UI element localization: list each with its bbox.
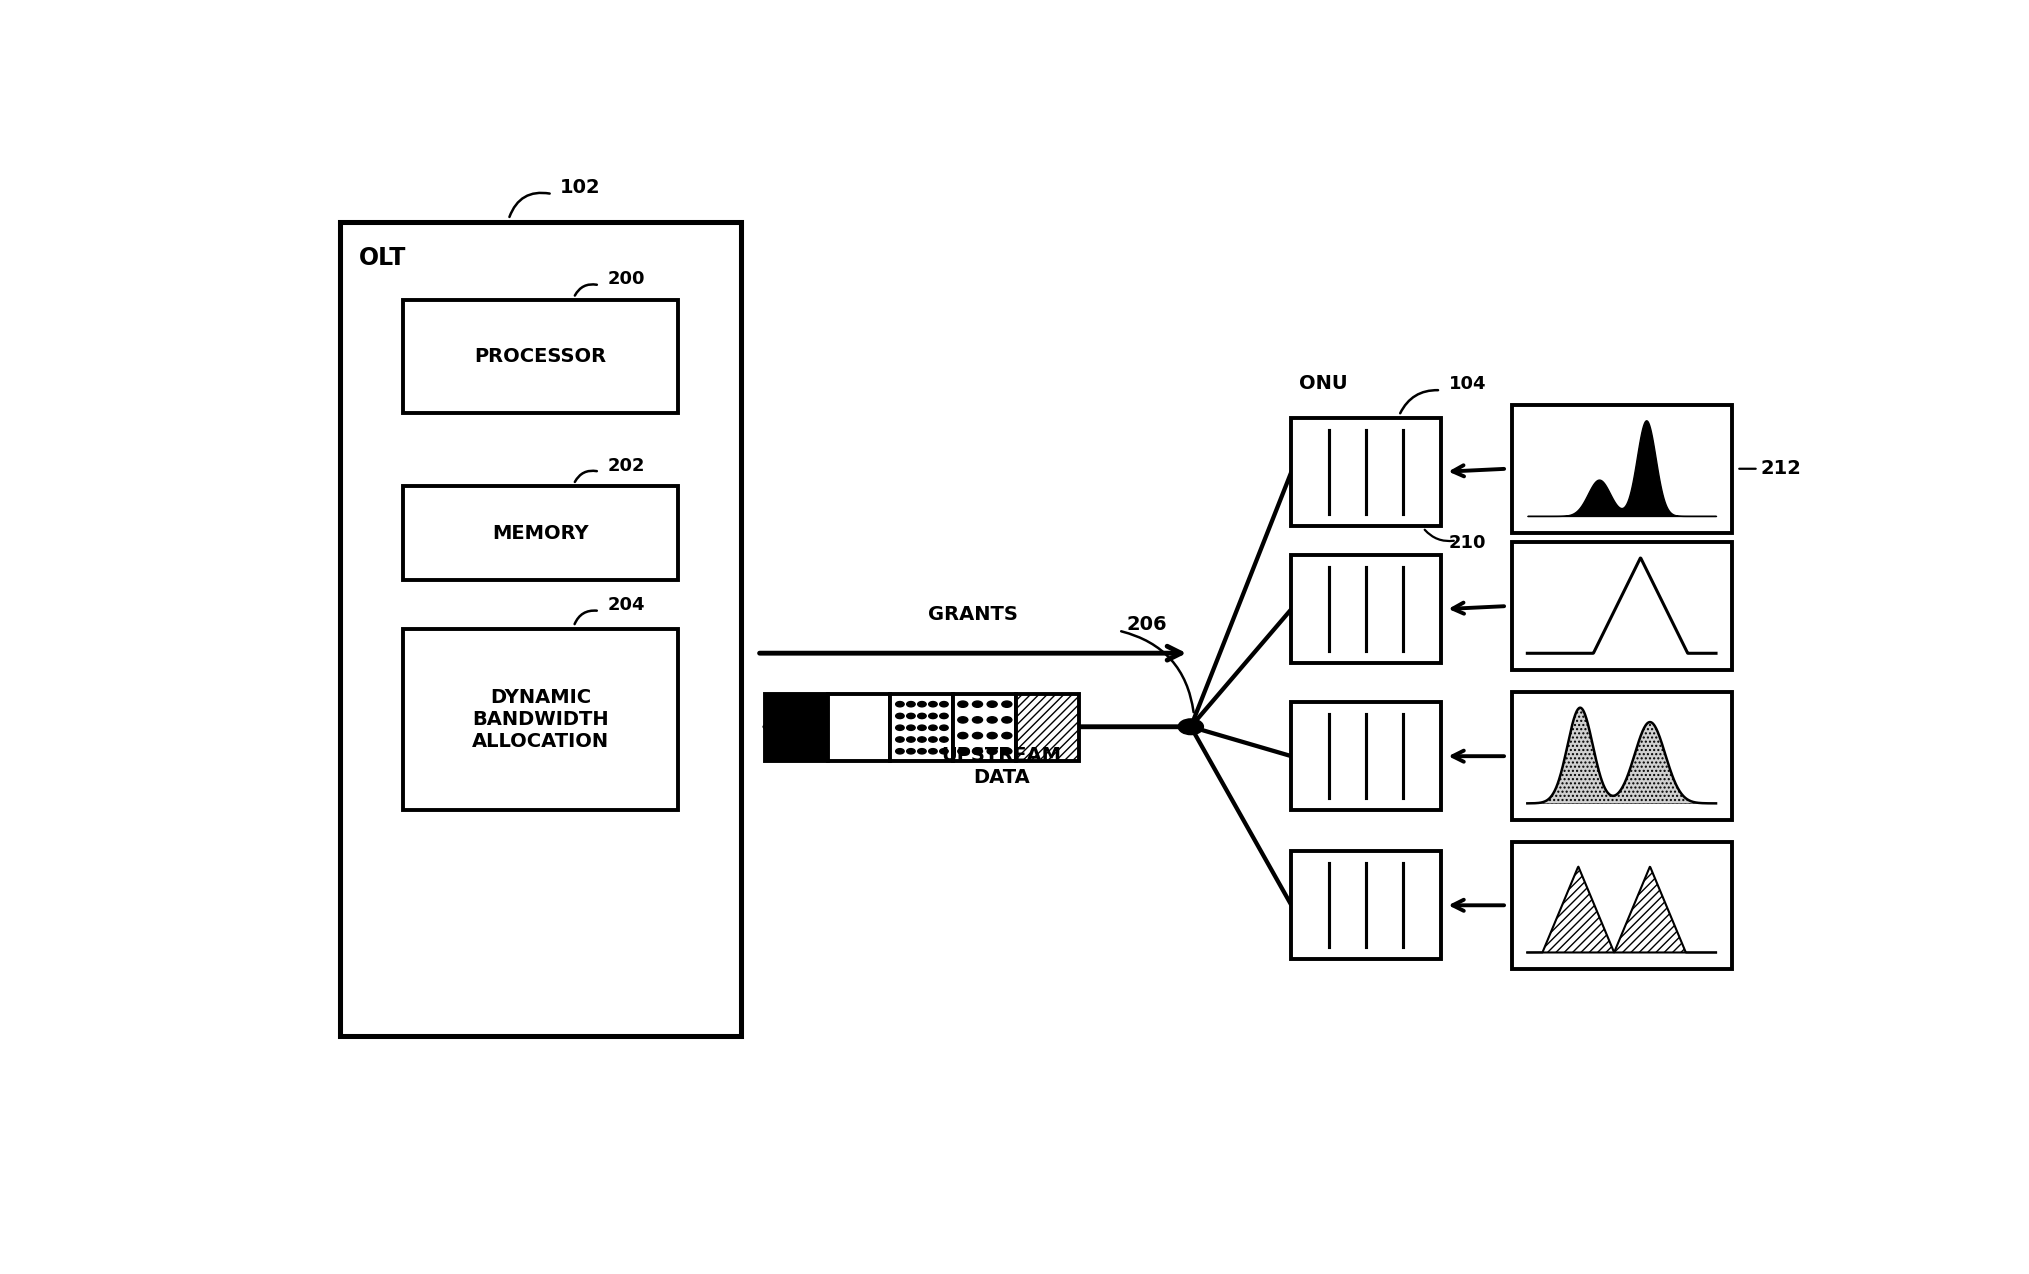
Circle shape: [917, 702, 925, 707]
Text: DYNAMIC
BANDWIDTH
ALLOCATION: DYNAMIC BANDWIDTH ALLOCATION: [473, 688, 609, 750]
Bar: [1512, 405, 1733, 533]
Bar: [404, 628, 678, 810]
Circle shape: [988, 748, 996, 754]
Text: 212: 212: [1759, 459, 1802, 478]
Circle shape: [1002, 717, 1012, 724]
Bar: [765, 694, 828, 761]
Circle shape: [895, 713, 905, 719]
Circle shape: [1002, 701, 1012, 707]
Bar: [1292, 851, 1441, 959]
Circle shape: [958, 733, 968, 739]
Bar: [891, 694, 954, 761]
Circle shape: [972, 701, 982, 707]
Bar: [404, 299, 678, 413]
Bar: [404, 487, 678, 580]
Circle shape: [917, 725, 925, 730]
Circle shape: [929, 702, 937, 707]
Text: 210: 210: [1449, 534, 1485, 552]
Bar: [1292, 418, 1441, 526]
Circle shape: [988, 717, 996, 724]
Text: 206: 206: [1126, 614, 1167, 633]
Circle shape: [972, 748, 982, 754]
Bar: [1292, 702, 1441, 810]
Circle shape: [929, 713, 937, 719]
Circle shape: [929, 736, 937, 743]
Circle shape: [988, 701, 996, 707]
Text: ONU: ONU: [1299, 375, 1347, 394]
Bar: [954, 694, 1017, 761]
Bar: [1512, 543, 1733, 670]
Text: MEMORY: MEMORY: [493, 524, 588, 543]
Circle shape: [1002, 748, 1012, 754]
Circle shape: [939, 736, 948, 743]
Circle shape: [917, 736, 925, 743]
Circle shape: [939, 749, 948, 754]
Circle shape: [907, 725, 915, 730]
Circle shape: [895, 725, 905, 730]
Circle shape: [958, 701, 968, 707]
Circle shape: [1002, 733, 1012, 739]
Bar: [1512, 842, 1733, 970]
Circle shape: [929, 749, 937, 754]
Bar: [1292, 555, 1441, 662]
Circle shape: [907, 736, 915, 743]
Text: GRANTS: GRANTS: [927, 605, 1019, 624]
Circle shape: [895, 749, 905, 754]
Text: UPSTREAM
DATA: UPSTREAM DATA: [941, 747, 1061, 787]
Circle shape: [907, 702, 915, 707]
Circle shape: [907, 749, 915, 754]
Circle shape: [939, 713, 948, 719]
Text: 104: 104: [1449, 376, 1485, 394]
Bar: [341, 222, 741, 1036]
Circle shape: [895, 736, 905, 743]
Circle shape: [917, 713, 925, 719]
Circle shape: [939, 725, 948, 730]
Circle shape: [988, 733, 996, 739]
Circle shape: [917, 749, 925, 754]
Circle shape: [1179, 719, 1203, 735]
Text: PROCESSOR: PROCESSOR: [475, 347, 607, 366]
Bar: [1512, 693, 1733, 820]
Circle shape: [958, 748, 968, 754]
Bar: [1017, 694, 1079, 761]
Text: OLT: OLT: [359, 246, 406, 270]
Circle shape: [958, 717, 968, 724]
Text: 202: 202: [607, 456, 645, 475]
Circle shape: [929, 725, 937, 730]
Text: 102: 102: [560, 178, 601, 197]
Circle shape: [907, 713, 915, 719]
Text: 200: 200: [607, 270, 645, 288]
Text: 204: 204: [607, 596, 645, 614]
Circle shape: [972, 717, 982, 724]
Bar: [828, 694, 891, 761]
Circle shape: [972, 733, 982, 739]
Circle shape: [895, 702, 905, 707]
Circle shape: [939, 702, 948, 707]
